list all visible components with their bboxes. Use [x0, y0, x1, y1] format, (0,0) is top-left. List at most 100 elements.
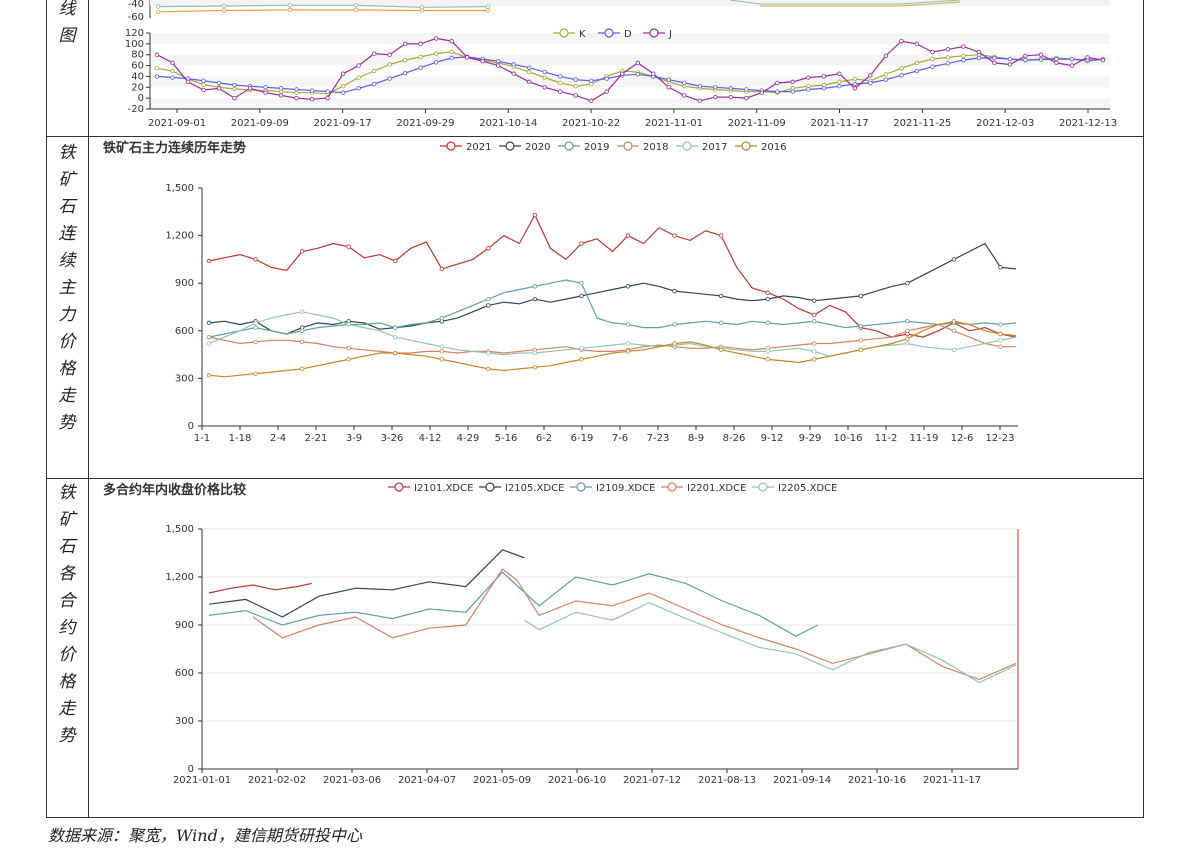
kdj-series-D-point	[356, 86, 361, 91]
kdj-series-D-point	[930, 64, 935, 69]
contract-legend-I2205.XDCE-marker	[758, 482, 768, 492]
continuous-series-2017-point	[486, 350, 491, 356]
continuous-series-2016-point	[346, 357, 351, 362]
kdj-series-D-point	[511, 62, 516, 67]
continuous-series-2020-point	[672, 288, 677, 294]
kdj-series-K-point	[232, 86, 237, 92]
kdj-y-tick-label: 60	[131, 61, 144, 72]
continuous-series-2017-point	[439, 344, 444, 349]
kdj-series-J-point	[154, 52, 160, 57]
continuous-series-2018-point	[299, 339, 305, 345]
continuous-series-2016-point	[486, 366, 491, 372]
kdj-x-tick-label: 2021-11-01	[645, 118, 703, 129]
continuous-series-2021-point	[439, 266, 444, 272]
side-label-char: 价	[58, 332, 76, 352]
contract-x-tick-label: 2021-08-13	[698, 775, 756, 786]
section-label-continuous: 铁矿石连续主力价格走势	[46, 140, 88, 437]
continuous-series-2019-point	[765, 320, 770, 326]
kdj-series-K-point	[201, 82, 206, 87]
kdj-series-D-point	[294, 87, 299, 92]
continuous-series-2017-point	[393, 334, 398, 340]
continuous-legend-2020-label: 2020	[525, 142, 550, 153]
kdj-series-D-point	[666, 77, 671, 82]
kdj-series-D-point	[914, 68, 920, 74]
macd-series-line-1-point	[353, 7, 359, 13]
kdj-series-D-point	[604, 76, 609, 81]
kdj-series-D-point	[961, 57, 966, 63]
contract-x-tick-label: 2021-04-07	[398, 775, 456, 786]
kdj-x-tick-label: 2021-09-17	[314, 118, 372, 129]
kdj-x-tick-label: 2021-10-14	[479, 118, 537, 129]
continuous-series-2021-point	[253, 257, 258, 262]
side-label-char: 势	[58, 726, 76, 746]
kdj-series-D-point	[852, 81, 858, 87]
continuous-x-tick-label: 6-2	[536, 433, 552, 444]
continuous-series-2019-point	[812, 319, 817, 324]
kdj-series-K-point	[371, 68, 377, 74]
continuous-series-2018	[208, 323, 1016, 354]
kdj-series-K-point	[573, 83, 578, 89]
kdj-series-J-point	[558, 89, 563, 94]
macd-series-line-right-2	[760, 1, 961, 7]
kdj-legend-D-label: D	[624, 29, 632, 40]
kdj-series-D-point	[449, 55, 454, 61]
kdj-series-J-point	[356, 63, 361, 68]
continuous-series-2017-point	[951, 347, 957, 353]
kdj-x-tick-label: 2021-09-01	[148, 118, 206, 129]
section-label-kdj: 线图	[46, 0, 88, 50]
kdj-series-D-point	[371, 81, 377, 87]
report-frame	[46, 0, 1144, 818]
kdj-series-J-point	[418, 41, 423, 47]
continuous-series-2017-point	[905, 341, 910, 346]
continuous-series-2021-point	[206, 258, 212, 264]
kdj-series-K-point	[402, 57, 408, 63]
kdj-band	[150, 76, 1110, 88]
kdj-series-J-point	[495, 63, 501, 68]
side-label-char: 格	[58, 672, 76, 692]
continuous-legend-2019-marker	[564, 141, 574, 151]
kdj-series-J-point	[790, 79, 796, 85]
continuous-chart-title: 铁矿石主力连续历年走势	[102, 140, 246, 156]
continuous-x-tick-label: 1-1	[194, 433, 210, 444]
side-label-char: 连	[58, 224, 76, 244]
kdj-series-K-point	[883, 72, 889, 77]
continuous-series-2016-point	[951, 319, 957, 324]
kdj-series-K-point	[945, 55, 951, 60]
kdj-series-D-point	[232, 82, 237, 88]
kdj-series-D-point	[495, 59, 501, 64]
continuous-series-2021-point	[625, 233, 631, 238]
kdj-series-K-point	[852, 76, 858, 82]
side-label-char: 铁	[58, 143, 76, 163]
kdj-series-J-point	[697, 98, 702, 104]
kdj-series-K-point	[961, 53, 966, 58]
contract-series-I2109.XDCE	[208, 571, 819, 637]
kdj-series-J-point	[806, 75, 811, 80]
continuous-series-2016-point	[579, 357, 584, 362]
continuous-series-2016-point	[299, 366, 305, 372]
continuous-legend-2021-label: 2021	[466, 142, 491, 153]
continuous-series-2017-point	[299, 309, 305, 314]
kdj-series-J-point	[340, 71, 346, 76]
continuous-series-2021-point	[532, 212, 538, 218]
contract-x-tick-label: 2021-10-16	[848, 775, 906, 786]
continuous-series-2017-point	[206, 341, 212, 346]
kdj-series-J-point	[635, 60, 640, 66]
kdj-band	[150, 98, 1110, 109]
continuous-series-2019-point	[905, 319, 910, 324]
kdj-series-D-point	[418, 65, 423, 70]
macd-series-line-0-point	[287, 3, 293, 8]
continuous-series-2021-point	[765, 290, 770, 295]
kdj-series-D-point	[1054, 56, 1059, 62]
kdj-series-J-point	[914, 41, 920, 47]
contract-legend-I2109.XDCE-label: I2109.XDCE	[596, 483, 655, 494]
kdj-band	[150, 54, 1110, 66]
kdj-series-D-point	[170, 75, 175, 80]
kdj-y-tick-label: -20	[128, 104, 144, 115]
kdj-series-D-point	[1007, 56, 1013, 62]
kdj-series-J-point	[852, 86, 858, 91]
kdj-series-D-point	[1069, 56, 1075, 62]
macd-band	[150, 0, 1110, 6]
kdj-y-tick-label: 120	[125, 28, 144, 39]
kdj-series-D-point	[868, 80, 873, 86]
kdj-series-J-point	[526, 79, 532, 85]
